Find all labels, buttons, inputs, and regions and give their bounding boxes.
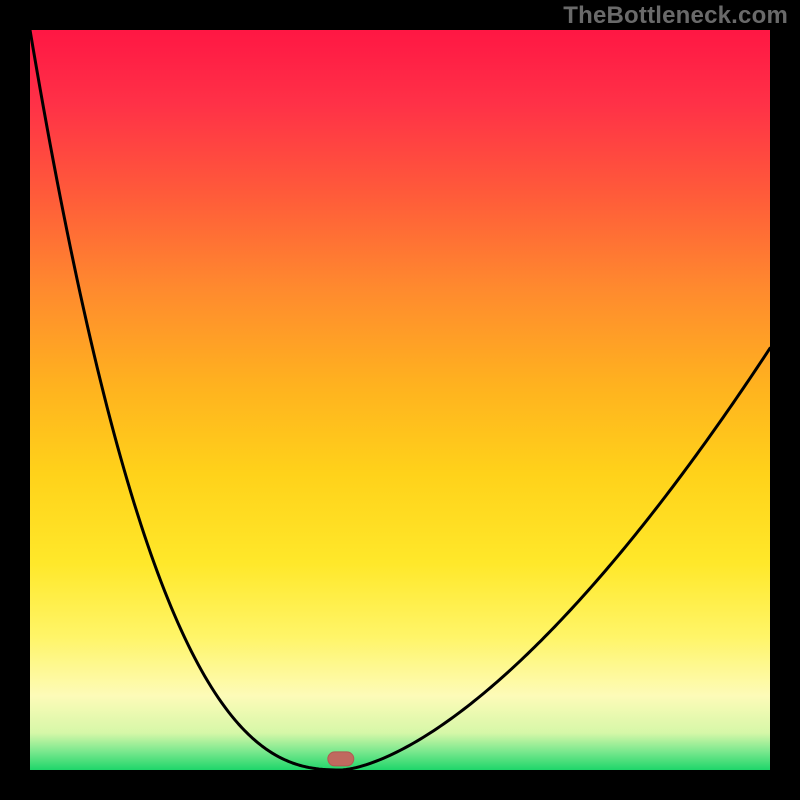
bottleneck-curve-path xyxy=(30,30,770,770)
watermark-text: TheBottleneck.com xyxy=(563,2,788,30)
bottleneck-curve xyxy=(30,30,770,770)
plot-area xyxy=(30,30,770,770)
chart-frame: TheBottleneck.com xyxy=(0,0,800,800)
optimal-point-marker xyxy=(328,752,354,766)
